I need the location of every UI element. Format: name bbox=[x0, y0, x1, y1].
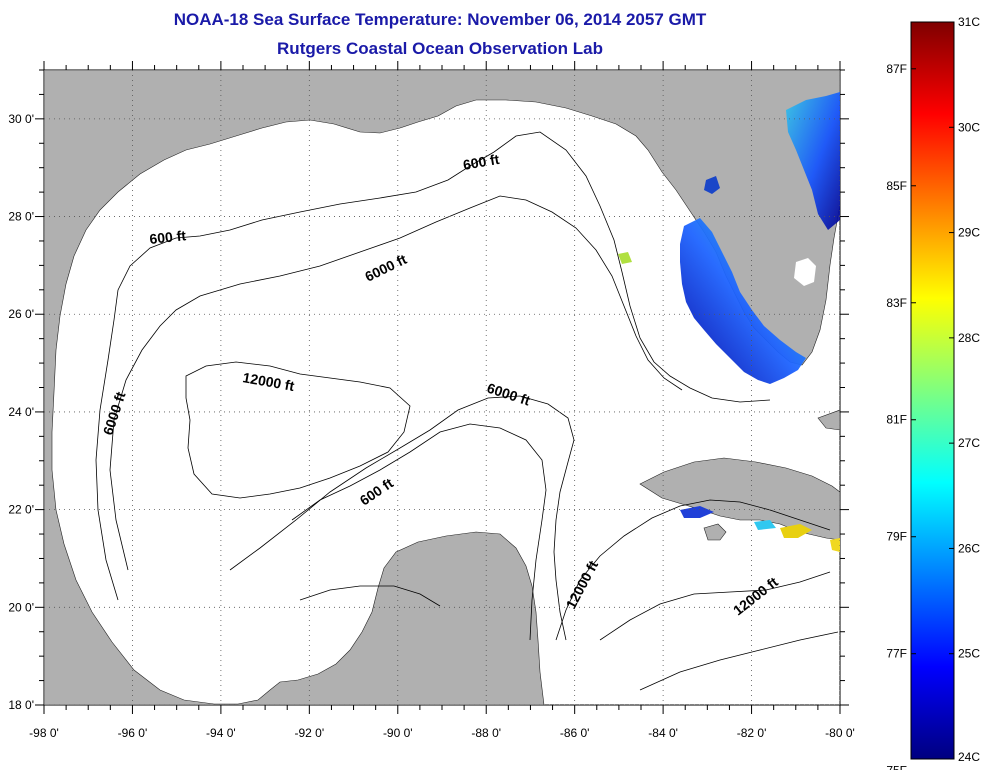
lon-tick-label: -88 0' bbox=[471, 726, 501, 740]
contour-6000ft-ring bbox=[109, 195, 683, 571]
lon-tick-label: -82 0' bbox=[737, 726, 767, 740]
sst-patch-cuba-cyan bbox=[754, 520, 776, 530]
contour-cayman-trench bbox=[639, 631, 839, 691]
lon-tick-label: -94 0' bbox=[206, 726, 236, 740]
colorbar-label-fahrenheit: 85F bbox=[886, 179, 907, 193]
colorbar-label-celsius: 30C bbox=[958, 120, 980, 134]
sst-patch-florida bbox=[680, 218, 806, 384]
lat-tick-label: 24 0' bbox=[8, 405, 34, 419]
contour-label: 600 ft bbox=[462, 151, 501, 173]
colorbar-label-celsius: 27C bbox=[958, 436, 980, 450]
contour-600ft-south bbox=[291, 423, 547, 641]
colorbar-label-celsius: 24C bbox=[958, 750, 980, 764]
contour-label: 600 ft bbox=[149, 227, 187, 247]
lat-tick-label: 18 0' bbox=[8, 698, 34, 712]
colorbar bbox=[910, 21, 955, 760]
colorbar-label-fahrenheit: 79F bbox=[886, 530, 907, 544]
lat-tick-label: 20 0' bbox=[8, 600, 34, 614]
contour-600ft-north bbox=[95, 131, 771, 601]
colorbar-label-celsius: 25C bbox=[958, 647, 980, 661]
map-subtitle: Rutgers Coastal Ocean Observation Lab bbox=[277, 39, 603, 58]
lat-tick-label: 26 0' bbox=[8, 307, 34, 321]
lon-tick-label: -98 0' bbox=[29, 726, 59, 740]
contour-6000ft-south bbox=[229, 395, 575, 641]
contour-12000ft-inner bbox=[185, 361, 411, 499]
lon-tick-label: -80 0' bbox=[825, 726, 855, 740]
colorbar-label-fahrenheit: 77F bbox=[886, 647, 907, 661]
sst-patch-cuba bbox=[680, 506, 714, 518]
contour-12000ft-yucatan bbox=[555, 499, 831, 641]
lon-tick-label: -96 0' bbox=[118, 726, 148, 740]
colorbar-label-celsius: 31C bbox=[958, 15, 980, 29]
colorbar-label-celsius: 26C bbox=[958, 541, 980, 555]
lon-tick-label: -90 0' bbox=[383, 726, 413, 740]
map-title: NOAA-18 Sea Surface Temperature: Novembe… bbox=[173, 10, 707, 29]
lake-okeechobee bbox=[794, 258, 816, 286]
lon-tick-label: -84 0' bbox=[648, 726, 678, 740]
colorbar-label-fahrenheit: 87F bbox=[886, 62, 907, 76]
colorbar-label-celsius: 29C bbox=[958, 226, 980, 240]
colorbar-label-fahrenheit: 83F bbox=[886, 296, 907, 310]
lat-tick-label: 22 0' bbox=[8, 503, 34, 517]
lon-tick-label: -86 0' bbox=[560, 726, 590, 740]
land-isla-de-la-juventud bbox=[703, 523, 727, 541]
colorbar-label-fahrenheit: 81F bbox=[886, 413, 907, 427]
lon-tick-label: -92 0' bbox=[295, 726, 325, 740]
sst-patch-yellow-dot bbox=[618, 252, 632, 264]
contour-yucatan-shelf bbox=[299, 585, 441, 607]
sst-patch-se-yellow bbox=[830, 538, 840, 552]
sst-patch-big-bend bbox=[704, 176, 720, 194]
contour-12000ft-cayman bbox=[599, 571, 831, 641]
land-southeast bbox=[817, 409, 840, 431]
colorbar-label-fahrenheit: 75F bbox=[886, 764, 907, 770]
colorbar-label-celsius: 28C bbox=[958, 331, 980, 345]
sst-patch-cuba-yellow bbox=[780, 524, 812, 538]
lat-tick-label: 30 0' bbox=[8, 112, 34, 126]
lat-tick-label: 28 0' bbox=[8, 210, 34, 224]
sst-patch-florida-east bbox=[786, 92, 840, 230]
